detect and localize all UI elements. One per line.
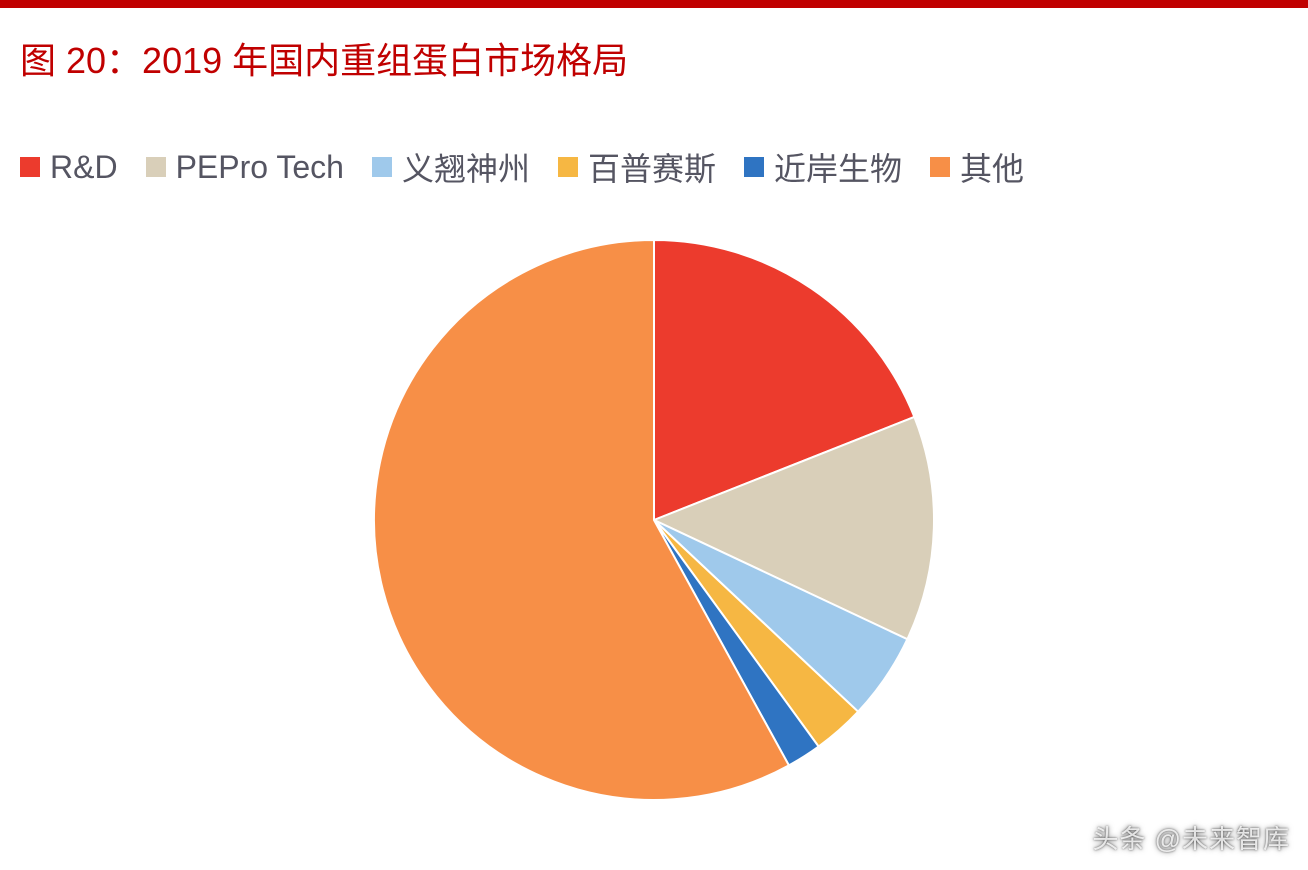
- legend-label: R&D: [50, 149, 118, 186]
- legend-label: PEPro Tech: [176, 149, 344, 186]
- top-accent-bar: [0, 0, 1308, 8]
- legend-label: 近岸生物: [774, 144, 902, 190]
- legend-item-pepro: PEPro Tech: [146, 149, 344, 186]
- chart-title: 图 20：2019 年国内重组蛋白市场格局: [0, 8, 1308, 94]
- legend-item-yiqiao: 义翘神州: [372, 144, 530, 190]
- pie-chart: [374, 240, 934, 800]
- legend-swatch: [372, 157, 392, 177]
- legend-label: 其他: [960, 144, 1024, 190]
- legend-swatch: [744, 157, 764, 177]
- legend-item-rd: R&D: [20, 149, 118, 186]
- legend-item-other: 其他: [930, 144, 1024, 190]
- legend-item-baipu: 百普赛斯: [558, 144, 716, 190]
- legend-swatch: [20, 157, 40, 177]
- legend-item-jinan: 近岸生物: [744, 144, 902, 190]
- watermark-text: 头条 @未来智库: [1092, 819, 1290, 856]
- legend-swatch: [146, 157, 166, 177]
- legend-swatch: [930, 157, 950, 177]
- legend-label: 百普赛斯: [588, 144, 716, 190]
- pie-svg: [374, 240, 934, 800]
- chart-legend: R&D PEPro Tech 义翘神州 百普赛斯 近岸生物 其他: [0, 94, 1308, 220]
- legend-label: 义翘神州: [402, 144, 530, 190]
- legend-swatch: [558, 157, 578, 177]
